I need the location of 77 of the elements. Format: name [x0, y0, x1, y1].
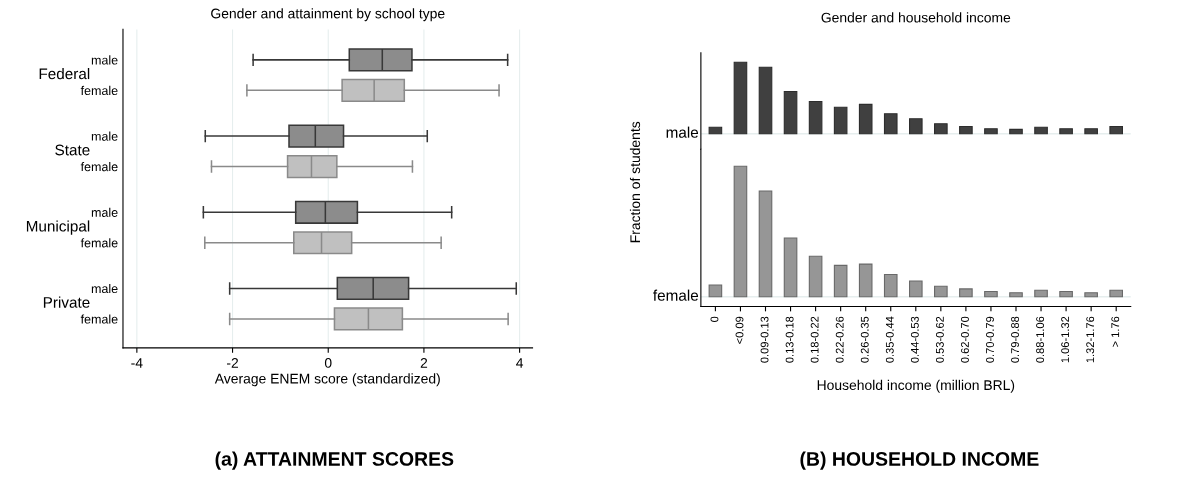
x-tick-label: 0.26-0.35	[860, 316, 869, 363]
y-tick-label: male	[91, 283, 118, 294]
bar	[908, 280, 923, 298]
bar	[934, 285, 948, 298]
x-tick-label: 1.32-1.76	[1086, 316, 1095, 363]
x-tick-label: 0.35-0.44	[885, 316, 894, 363]
bar	[1034, 289, 1048, 298]
x-tick-label: 0.70-0.79	[986, 316, 994, 363]
bar	[858, 103, 873, 135]
bar	[858, 263, 873, 298]
x-tick-label: 0.13-0.18	[785, 316, 794, 363]
x-tick-label: 0.18-0.22	[810, 316, 819, 363]
text: Federal	[39, 68, 90, 80]
bar	[959, 288, 973, 298]
x-tick-label: 0.79-0.88	[1011, 316, 1019, 363]
bar	[758, 66, 773, 135]
x-axis-title: Household income (million BRL)	[817, 379, 1015, 393]
x-tick-label: 0.62-0.70	[961, 316, 969, 363]
chart-title: Gender and household income	[821, 12, 1011, 23]
x-tick-label: -4	[131, 358, 143, 368]
bar	[1084, 292, 1098, 298]
x-tick-label: 4	[516, 358, 524, 368]
bar	[1009, 292, 1023, 298]
x-tick-label: 0	[324, 357, 332, 368]
bar	[984, 290, 998, 298]
text: (B) HOUSEHOLD INCOME	[800, 451, 1039, 470]
y-axis-title: Fraction of students	[629, 121, 641, 243]
bar	[1059, 290, 1073, 298]
x-tick-label: <0.09	[735, 316, 744, 344]
bar	[783, 90, 798, 135]
text: female	[653, 289, 699, 301]
y-tick-label: male	[91, 207, 118, 217]
y-tick-label: male	[91, 131, 118, 141]
y-tick-label: female	[80, 238, 118, 248]
bar	[908, 118, 923, 135]
bar	[783, 237, 798, 298]
x-tick-label: 0.88-1.06	[1036, 316, 1045, 363]
x-tick-label: 0.44-0.53	[910, 316, 919, 363]
x-tick-label: > 1.76	[1111, 316, 1120, 347]
bar	[883, 273, 898, 298]
y-tick-label: female	[80, 85, 118, 96]
bar	[833, 106, 848, 135]
x-tick-label: 0.22-0.26	[835, 316, 844, 363]
bar	[733, 61, 748, 135]
bar	[758, 190, 773, 298]
y-tick-label: female	[80, 314, 118, 324]
chart-title: Gender and attainment by school type	[211, 8, 445, 22]
x-tick-label: 1.06-1.32	[1061, 316, 1070, 363]
bar	[808, 255, 823, 298]
bar	[1009, 128, 1023, 135]
bar	[808, 100, 823, 135]
bar	[1034, 126, 1048, 135]
bar	[984, 128, 998, 135]
bar	[934, 123, 948, 135]
x-tick-label: -2	[226, 357, 239, 368]
bar	[708, 284, 723, 298]
bar	[1109, 126, 1124, 135]
bar	[833, 264, 848, 298]
text: Private	[43, 296, 90, 308]
y-tick-label: female	[80, 162, 118, 172]
bar	[959, 126, 973, 135]
bar	[708, 126, 723, 135]
bar	[1109, 289, 1124, 298]
x-tick-label: 0	[710, 316, 719, 322]
x-tick-label: 0.09-0.13	[760, 316, 769, 363]
text: State	[55, 144, 90, 156]
text: (a) ATTAINMENT SCORES	[215, 451, 454, 470]
bar	[1059, 128, 1073, 135]
bar	[883, 113, 898, 135]
x-tick-label: 2	[420, 357, 428, 368]
x-axis-title: Average ENEM score (standardized)	[214, 373, 440, 387]
text: Municipal	[26, 220, 90, 235]
bar	[1084, 128, 1098, 135]
y-tick-label: male	[91, 55, 118, 65]
text: male	[666, 126, 699, 138]
bar	[733, 165, 748, 298]
x-tick-label: 0.53-0.62	[935, 316, 944, 363]
